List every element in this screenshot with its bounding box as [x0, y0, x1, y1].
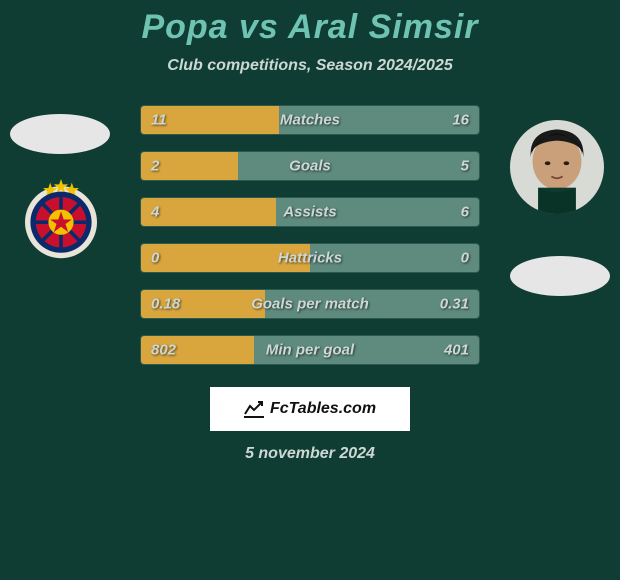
player-left-avatar-placeholder: [10, 114, 110, 154]
stat-value-left: 0.18: [151, 296, 180, 313]
stat-value-right: 5: [461, 158, 469, 175]
stats-bars: 11 16 Matches 2 5 Goals 4 6 Assists 0 0 Hattricks 0.…: [140, 105, 480, 365]
player-photo-icon: [510, 120, 604, 214]
stat-value-left: 2: [151, 158, 159, 175]
stat-value-right: 0: [461, 250, 469, 267]
stat-value-right: 16: [452, 112, 469, 129]
stat-label: Assists: [283, 204, 336, 221]
stat-row: 0.18 0.31 Goals per match: [140, 289, 480, 319]
player-right-avatar: [510, 120, 604, 214]
stat-bar-left: [141, 198, 276, 226]
team-badge-left: [16, 170, 106, 260]
stat-row: 2 5 Goals: [140, 151, 480, 181]
stat-row: 802 401 Min per goal: [140, 335, 480, 365]
fcsb-logo-icon: [16, 170, 106, 260]
watermark: FcTables.com: [210, 387, 410, 431]
stat-value-left: 11: [151, 112, 167, 129]
stat-label: Hattricks: [278, 250, 342, 267]
stat-value-left: 0: [151, 250, 159, 267]
stat-row: 11 16 Matches: [140, 105, 480, 135]
page-title: Popa vs Aral Simsir: [0, 8, 620, 47]
watermark-text: FcTables.com: [270, 400, 376, 418]
stat-bar-right: [238, 152, 479, 180]
chart-icon: [244, 400, 264, 418]
stat-label: Goals: [289, 158, 331, 175]
team-badge-right-placeholder: [510, 256, 610, 296]
stat-value-right: 401: [444, 342, 469, 359]
subtitle: Club competitions, Season 2024/2025: [0, 57, 620, 75]
stat-label: Min per goal: [266, 342, 354, 359]
stat-value-right: 6: [461, 204, 469, 221]
comparison-card: Popa vs Aral Simsir Club competitions, S…: [0, 0, 620, 580]
stat-value-left: 802: [151, 342, 176, 359]
stat-value-left: 4: [151, 204, 159, 221]
stat-row: 0 0 Hattricks: [140, 243, 480, 273]
stat-value-right: 0.31: [440, 296, 469, 313]
stat-label: Goals per match: [251, 296, 369, 313]
stat-row: 4 6 Assists: [140, 197, 480, 227]
date-label: 5 november 2024: [0, 445, 620, 463]
stat-label: Matches: [280, 112, 340, 129]
